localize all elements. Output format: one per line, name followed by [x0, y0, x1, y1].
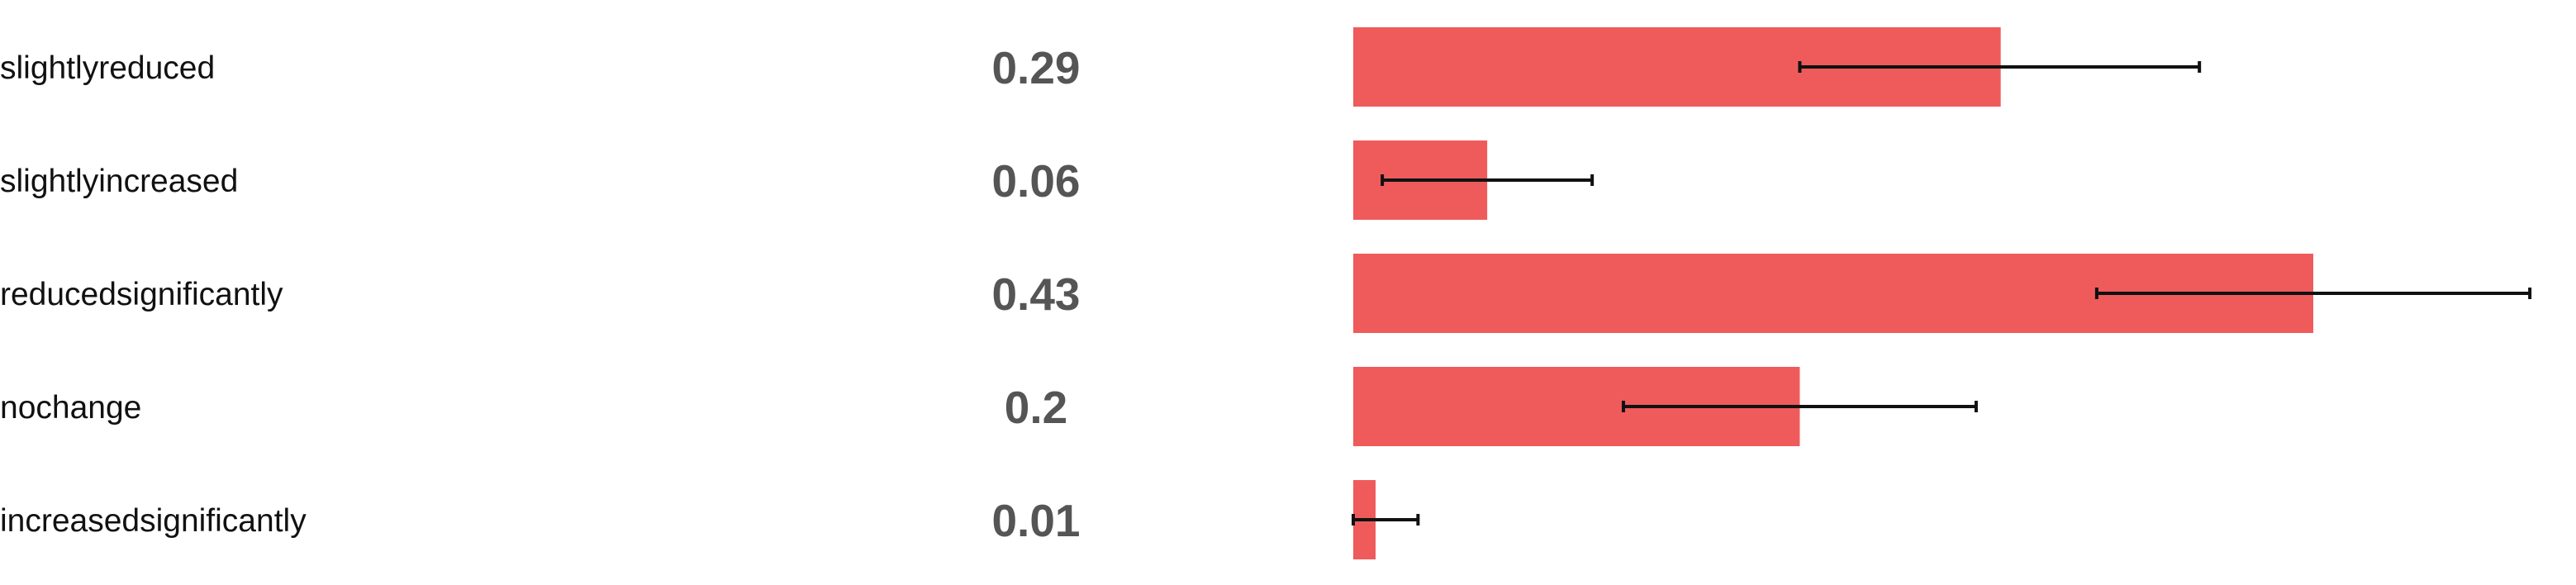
error-bar: [1621, 401, 1978, 412]
error-bar: [1352, 514, 1420, 526]
category-label: slightlyreduced: [0, 50, 215, 86]
error-bar: [1381, 174, 1595, 186]
value-label: 0.43: [991, 269, 1080, 320]
value-label: 0.01: [991, 495, 1080, 546]
value-label: 0.29: [991, 42, 1080, 93]
value-label: 0.2: [1005, 382, 1067, 433]
category-label: reducedsignificantly: [0, 277, 283, 312]
category-labels: slightlyreduced slightlyincreased reduceds…: [0, 50, 307, 539]
category-label: slightlyincreased: [0, 164, 238, 199]
value-label: 0.06: [991, 155, 1080, 207]
error-bars: [1352, 61, 2532, 526]
error-bar: [1798, 61, 2202, 73]
category-label: increasedsignificantly: [0, 503, 307, 539]
error-bar: [2094, 288, 2532, 299]
value-labels: 0.29 0.06 0.43 0.2 0.01: [991, 42, 1080, 546]
category-label: nochange: [0, 390, 141, 426]
